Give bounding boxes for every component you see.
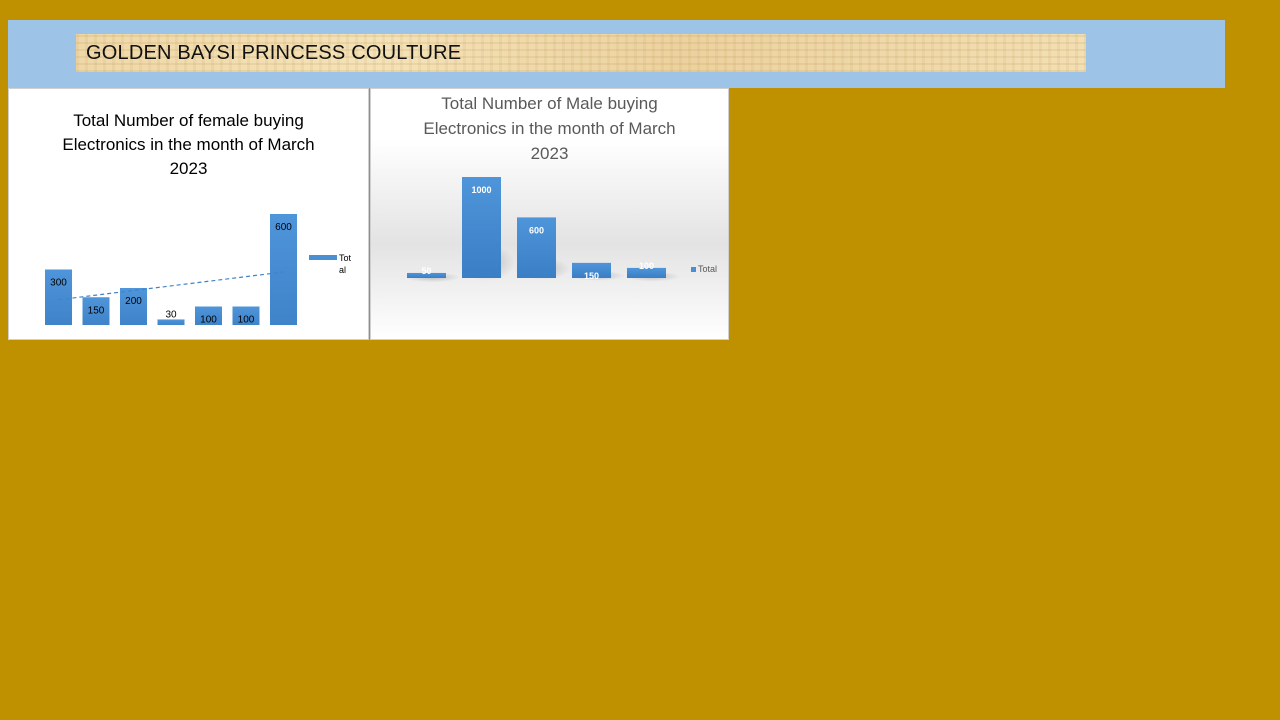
female-bar: [232, 306, 260, 325]
female-data-label: 300: [50, 278, 67, 289]
male-chart-panel: Total Number of Male buying Electronics …: [370, 88, 729, 340]
male-bar: [462, 177, 501, 278]
female-data-label: 100: [238, 315, 255, 326]
male-data-label: 1000: [471, 185, 491, 195]
page-title: GOLDEN BAYSI PRINCESS COULTURE: [86, 42, 462, 64]
title-plate: GOLDEN BAYSI PRINCESS COULTURE: [76, 34, 1086, 72]
female-bar: [270, 214, 297, 325]
male-data-label: 150: [584, 271, 599, 281]
female-bar: [82, 297, 110, 325]
male-data-label: 100: [639, 261, 654, 271]
female-data-label: 100: [200, 315, 217, 326]
female-data-label: 600: [275, 222, 292, 233]
female-bar: [157, 319, 185, 325]
female-bar: [195, 306, 222, 325]
female-legend-swatch: [309, 255, 337, 260]
male-bar: [517, 217, 556, 278]
header-band: GOLDEN BAYSI PRINCESS COULTURE: [8, 20, 1225, 88]
male-bar: [627, 267, 666, 278]
male-data-label: 600: [529, 225, 544, 235]
female-chart-title: Total Number of female buying Electronic…: [62, 111, 315, 178]
female-data-label: 30: [165, 309, 177, 320]
male-legend-swatch: [691, 267, 696, 272]
female-trendline: [58, 271, 284, 301]
female-bar: [45, 269, 72, 325]
male-bar-chart: 50 1000 600 150 100: [405, 177, 680, 283]
male-legend-label: Total: [698, 264, 718, 274]
female-bar-chart: 300 150 200 30 100 100 600: [45, 214, 297, 326]
male-chart-title: Total Number of Male buying Electronics …: [423, 94, 676, 163]
male-bar: [572, 262, 611, 278]
female-data-label: 200: [125, 296, 142, 307]
female-data-label: 150: [88, 305, 105, 316]
male-bar: [407, 272, 446, 278]
female-chart-panel: Total Number of female buying Electronic…: [8, 88, 369, 340]
female-legend-label: Total: [339, 253, 352, 275]
female-bar: [120, 288, 147, 325]
male-data-label: 50: [421, 266, 431, 276]
